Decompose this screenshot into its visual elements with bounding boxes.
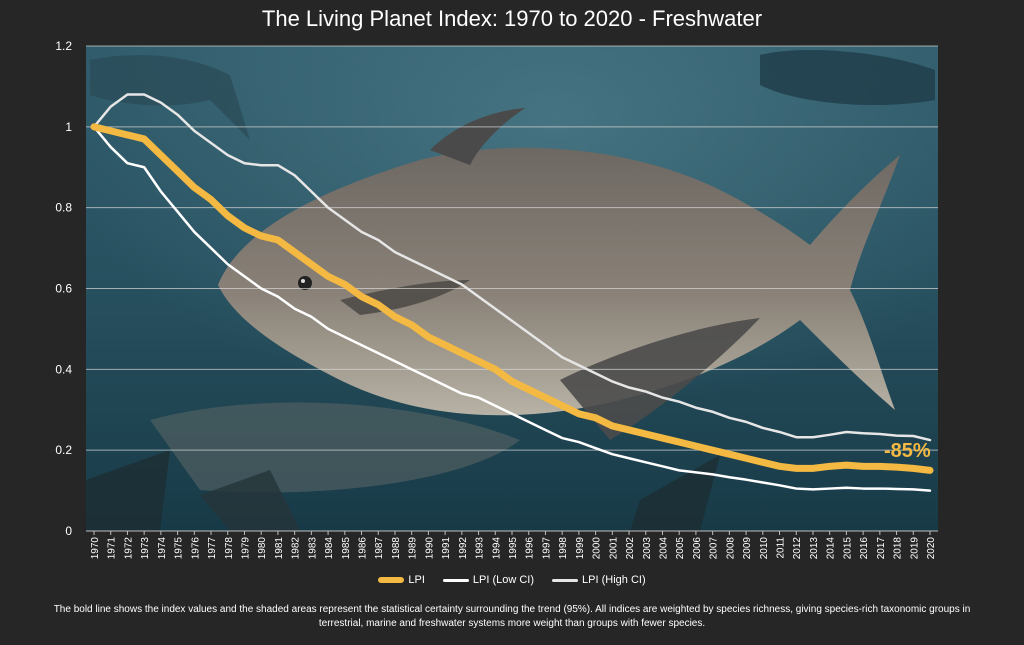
x-tick-label: 2018 [893,537,904,560]
x-tick-label: 1982 [291,537,302,560]
x-tick-label: 1983 [307,537,318,560]
y-axis: 0 0.2 0.4 0.6 0.8 1 1.2 [55,39,72,538]
x-tick-label: 2020 [926,537,937,560]
x-tick-label: 1974 [157,537,168,560]
x-tick-label: 2011 [776,537,787,559]
x-tick-label: 1971 [107,537,118,560]
x-tick-label: 2012 [792,537,803,560]
x-tick-label: 2017 [876,537,887,560]
x-tick-label: 1991 [441,537,452,560]
x-tick-label: 2004 [658,537,669,560]
x-tick-label: 1993 [475,537,486,560]
legend-swatch-high-ci [552,578,579,582]
x-tick-label: 1980 [257,537,268,560]
x-tick-label: 1979 [240,537,251,560]
x-tick-label: 1987 [374,537,385,560]
x-tick-label: 2005 [675,537,686,560]
y-tick-label: 0.8 [55,201,72,215]
legend-item-low-ci[interactable]: LPI (Low CI) [442,574,535,586]
y-tick-label: 1 [65,120,72,134]
legend-swatch-lpi [378,577,405,583]
x-tick-label: 2019 [909,537,920,560]
y-tick-label: 0.4 [55,362,72,376]
x-tick-label: 2014 [826,537,837,560]
x-tick-label: 2013 [809,537,820,560]
x-tick-label: 2010 [759,537,770,560]
x-tick-label: 2006 [692,537,703,560]
legend-item-high-ci[interactable]: LPI (High CI) [552,574,646,586]
x-tick-label: 1989 [408,537,419,560]
main-fish [218,108,900,440]
x-tick-label: 1997 [541,537,552,560]
x-tick-label: 1976 [190,537,201,560]
chart-title: The Living Planet Index: 1970 to 2020 - … [261,6,763,31]
y-tick-label: 1.2 [55,39,72,53]
x-axis: 1970 1971 1972 1973 1974 1975 1976 1977 1978 1979… [86,530,938,560]
y-tick-label: 0.6 [55,282,72,296]
x-tick-label: 2016 [859,537,870,560]
x-tick-label: 1986 [358,537,369,560]
x-tick-label: 2002 [625,537,636,560]
x-tick-label: 1978 [224,537,235,560]
series-layer [90,93,934,492]
change-annotation: -85% [884,440,931,462]
x-tick-label: 2009 [742,537,753,560]
x-tick-label: 1990 [424,537,435,560]
y-tick-label: 0.2 [55,443,72,457]
x-tick-label: 1975 [174,537,185,560]
legend-label-high-ci: LPI (High CI) [582,574,646,586]
x-tick-label: 1992 [458,537,469,560]
x-tick-label: 1970 [90,537,101,560]
x-tick-label: 1999 [575,537,586,560]
x-tick-label: 2008 [725,537,736,560]
x-tick-label: 1977 [207,537,218,560]
legend-item-lpi[interactable]: LPI [378,574,425,586]
y-tick-label: 0 [65,524,72,538]
x-tick-label: 1984 [324,537,335,560]
x-tick-label: 2003 [642,537,653,560]
legend-swatch-low-ci [442,578,469,582]
x-tick-label: 1995 [508,537,519,560]
x-tick-label: 2015 [842,537,853,560]
x-tick-label: 2007 [709,537,720,560]
series-line-high-ci [92,93,932,442]
x-tick-label: 1981 [274,537,285,560]
x-tick-label: 1972 [123,537,134,560]
legend-label-lpi: LPI [408,574,425,586]
x-tick-label: 2000 [592,537,603,560]
x-tick-label: 1973 [140,537,151,560]
x-tick-label: 1988 [391,537,402,560]
footnote: The bold line shows the index values and… [53,604,971,629]
x-tick-label: 1994 [491,537,502,560]
series-line-low-ci [92,125,932,492]
legend: LPI LPI (Low CI) LPI (High CI) [0,574,1024,586]
legend-label-low-ci: LPI (Low CI) [472,574,535,586]
x-tick-label: 1985 [341,537,352,560]
series-line-lpi [90,123,934,474]
x-tick-label: 2001 [608,537,619,560]
x-tick-label: 1996 [525,537,536,560]
x-tick-label: 1998 [558,537,569,560]
